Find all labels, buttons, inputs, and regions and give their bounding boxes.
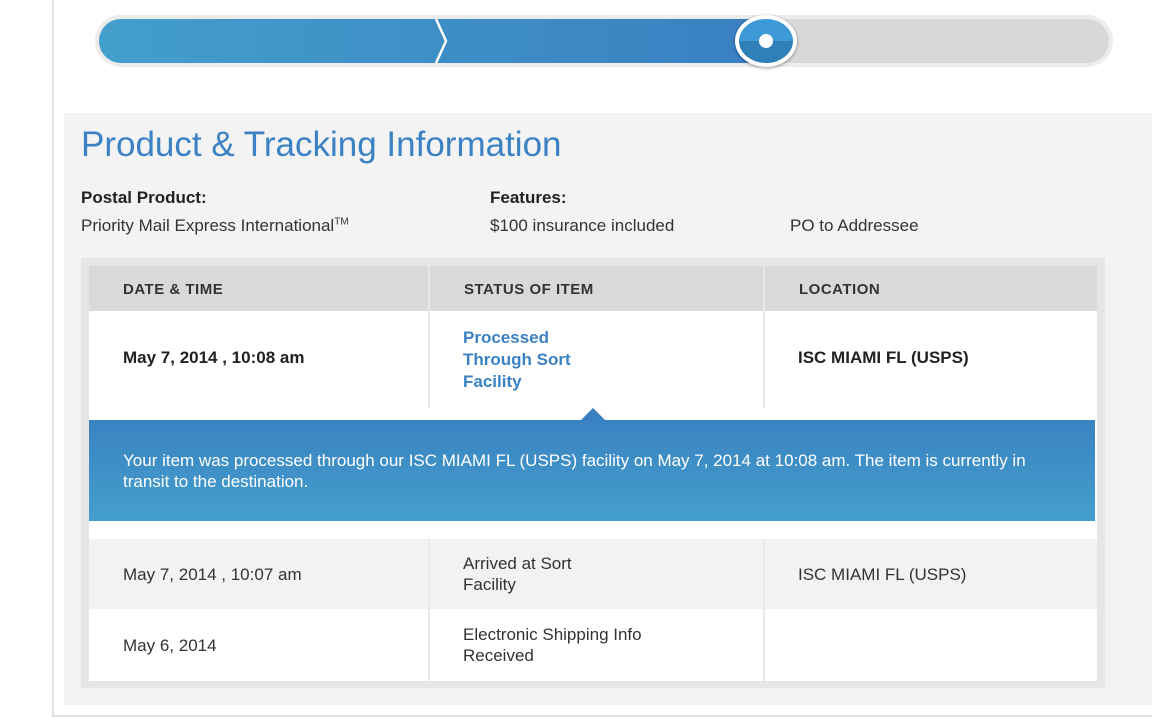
section-title: Product & Tracking Information <box>81 125 562 164</box>
tracking-progress-bar <box>95 15 1113 67</box>
table-row[interactable]: May 6, 2014 Electronic Shipping Info Rec… <box>89 609 1097 681</box>
row-status: Arrived at Sort Facility <box>463 554 572 594</box>
column-divider <box>428 266 430 408</box>
row-location: ISC MIAMI FL (USPS) <box>798 565 967 584</box>
column-divider <box>428 539 430 681</box>
row-date: May 6, 2014 <box>123 636 217 655</box>
table-row[interactable]: May 7, 2014 , 10:08 am Processed Through… <box>89 311 1097 408</box>
table-row[interactable]: May 7, 2014 , 10:07 am Arrived at Sort F… <box>89 539 1097 609</box>
column-divider <box>763 266 765 408</box>
row-status: Electronic Shipping Info Received <box>463 625 642 665</box>
column-header-date: DATE & TIME <box>123 281 224 298</box>
row-date: May 7, 2014 , 10:07 am <box>123 565 302 584</box>
column-header-status: STATUS OF ITEM <box>464 281 594 298</box>
tracking-history-table: DATE & TIME STATUS OF ITEM LOCATION May … <box>81 258 1105 688</box>
features-label: Features: <box>490 188 567 207</box>
table-header: DATE & TIME STATUS OF ITEM LOCATION <box>89 266 1097 311</box>
chevron-divider-icon <box>434 19 448 63</box>
column-divider <box>763 539 765 681</box>
postal-product-value: Priority Mail Express InternationalTM <box>81 216 349 235</box>
status-detail-text: Your item was processed through our ISC … <box>123 451 1026 491</box>
postal-product-label: Postal Product: <box>81 188 207 207</box>
row-status: Processed Through Sort Facility <box>463 328 571 391</box>
row-location: ISC MIAMI FL (USPS) <box>798 348 969 367</box>
product-tracking-panel: Product & Tracking Information Postal Pr… <box>64 113 1152 705</box>
column-header-location: LOCATION <box>799 281 881 298</box>
page-frame <box>52 0 1152 717</box>
row-date: May 7, 2014 , 10:08 am <box>123 348 305 367</box>
feature-item: $100 insurance included <box>490 216 675 235</box>
feature-item: PO to Addressee <box>790 216 919 235</box>
progress-fill <box>99 19 766 63</box>
detail-pointer-icon <box>581 408 605 420</box>
status-detail-banner: Your item was processed through our ISC … <box>89 420 1095 521</box>
progress-marker-icon <box>734 15 797 67</box>
